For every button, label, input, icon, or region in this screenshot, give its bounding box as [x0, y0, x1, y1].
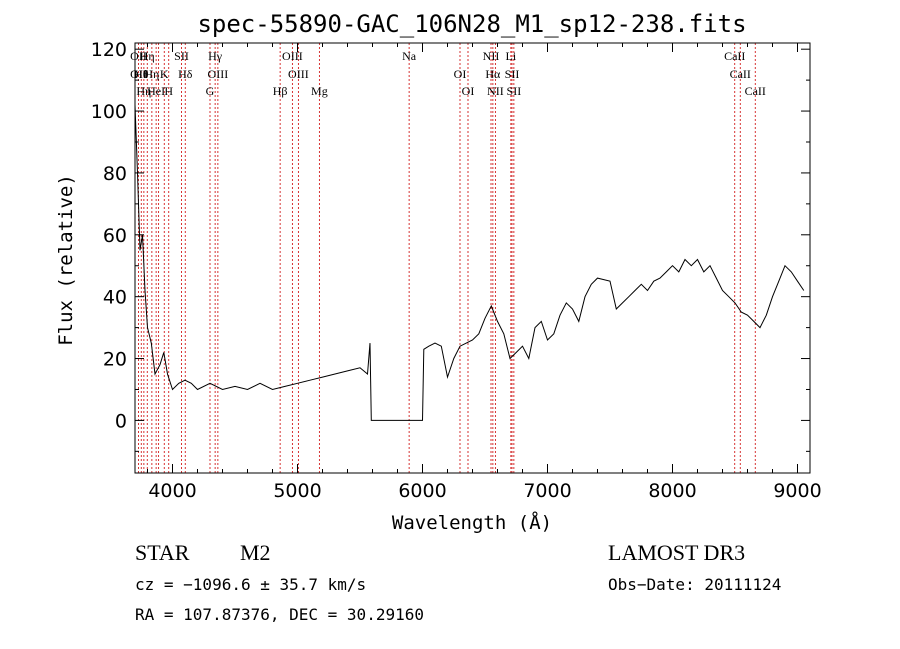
y-tick-label: 0: [115, 410, 127, 432]
y-axis: 0 20 40 60 80 100 120: [91, 39, 810, 452]
line-label: SII: [505, 67, 520, 81]
line-label: Hθ: [134, 67, 149, 81]
line-label: Hη: [140, 49, 155, 63]
line-label: CaII: [724, 49, 745, 63]
x-tick-label: 7000: [523, 480, 571, 502]
line-label: Li: [506, 49, 517, 63]
line-label: OIII: [282, 49, 303, 63]
line-label: Hγ: [208, 49, 223, 63]
y-tick-label: 120: [91, 39, 127, 61]
line-label: OI: [454, 67, 467, 81]
line-label: NII: [487, 84, 504, 98]
y-tick-label: 80: [103, 163, 127, 185]
line-label: CaII: [745, 84, 766, 98]
line-label: Hβ: [273, 84, 288, 98]
line-label: Na: [402, 49, 417, 63]
line-label: G: [206, 84, 215, 98]
line-label: OII: [130, 67, 147, 81]
line-label: Mg: [311, 84, 328, 98]
plot-frame: [134, 42, 811, 474]
x-tick-label: 5000: [273, 480, 321, 502]
observation-date: Obs−Date: 20111124: [608, 575, 781, 594]
object-subclass: M2: [240, 540, 271, 565]
line-label: CaII: [730, 67, 751, 81]
y-axis-label: Flux (relative): [55, 174, 77, 346]
redshift-velocity: cz = −1096.6 ± 35.7 km/s: [135, 575, 366, 594]
line-label: HeI: [147, 84, 165, 98]
x-axis: 4000 5000 6000 7000 8000 9000: [147, 43, 822, 502]
spectral-line-markers: [138, 43, 756, 473]
x-tick-label: 9000: [773, 480, 821, 502]
chart-title: spec-55890-GAC_106N28_M1_sp12-238.fits: [197, 10, 746, 38]
y-tick-label: 20: [103, 349, 127, 371]
x-tick-label: 4000: [148, 480, 196, 502]
line-label: H: [164, 84, 173, 98]
line-label: OIII: [288, 67, 309, 81]
object-class: STAR: [135, 540, 190, 565]
y-tick-label: 40: [103, 287, 127, 309]
x-axis-label: Wavelength (Å): [392, 511, 552, 534]
line-label: NII: [483, 49, 500, 63]
line-label: OIII: [208, 67, 229, 81]
x-tick-label: 6000: [398, 480, 446, 502]
line-label: SII: [507, 84, 522, 98]
line-label: Hη: [144, 67, 159, 81]
line-label: SII: [174, 49, 189, 63]
spectrum-line: [134, 104, 805, 421]
ra-dec-coordinates: RA = 107.87376, DEC = 30.29160: [135, 605, 424, 624]
survey-name: LAMOST DR3: [608, 540, 745, 565]
line-label: K: [160, 67, 169, 81]
y-tick-label: 100: [91, 101, 127, 123]
line-label: Hδ: [178, 67, 193, 81]
line-label: OI: [462, 84, 475, 98]
line-label: Hα: [485, 67, 501, 81]
y-tick-label: 60: [103, 225, 127, 247]
line-label: OII: [130, 49, 147, 63]
spectral-line-labels: OIIOIIHθHηHηHηHeIKHSIIHδGHγOIIIHβOIIIOII…: [130, 49, 766, 98]
x-tick-label: 8000: [648, 480, 696, 502]
line-label: Hη: [136, 84, 151, 98]
